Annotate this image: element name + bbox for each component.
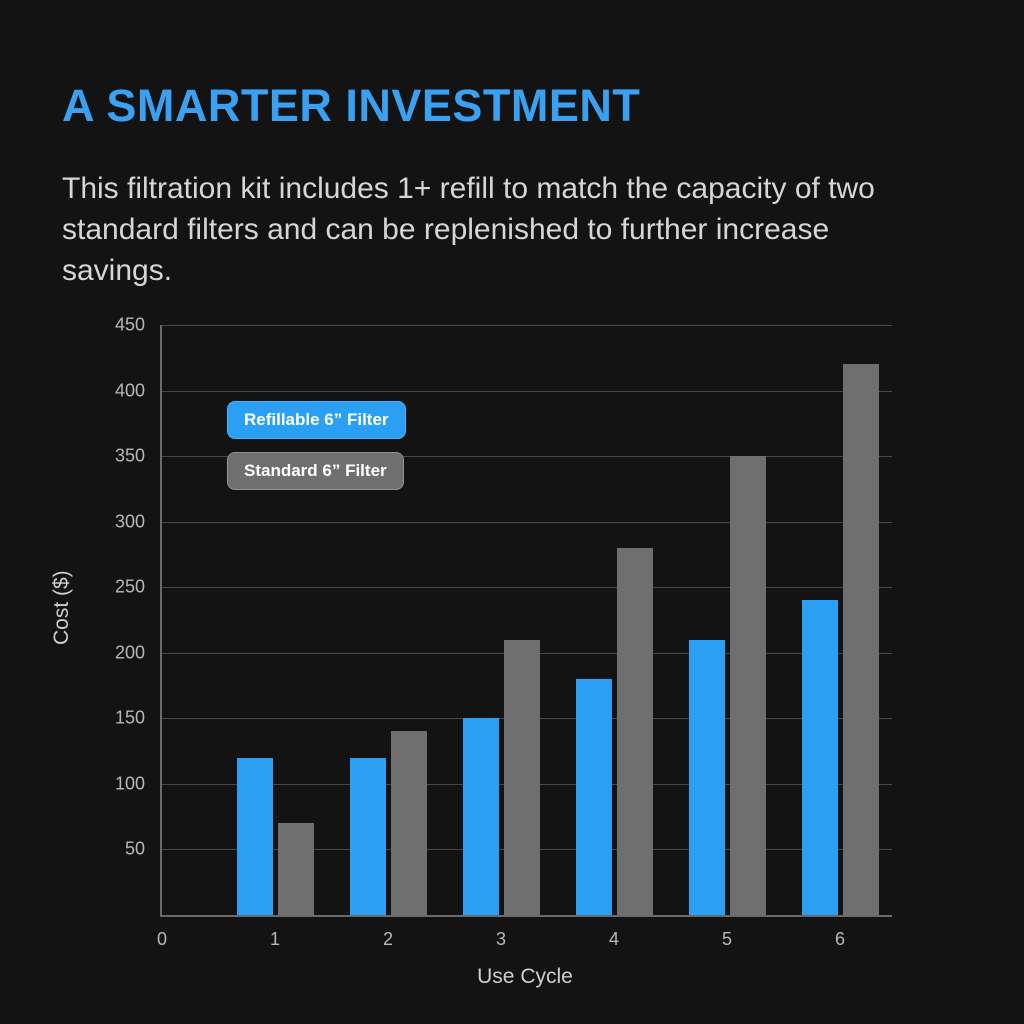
bar-standard-cycle-2 (390, 731, 427, 915)
bar-standard-cycle-1 (277, 823, 314, 915)
bar-standard-cycle-6 (842, 364, 879, 915)
y-tick-label: 300 (114, 511, 145, 532)
y-tick-label: 350 (114, 445, 145, 466)
y-tick-label: 450 (114, 314, 145, 335)
x-tick-label: 5 (721, 929, 733, 949)
gridline (162, 587, 892, 589)
y-tick-label: 100 (114, 773, 145, 794)
bar-refillable-cycle-2 (349, 757, 386, 915)
legend-refillable-filter: Refillable 6” Filter (227, 401, 406, 439)
cost-comparison-chart: Cost ($) Refillable 6” Filter Standard 6… (0, 315, 1024, 1015)
legend-standard-filter: Standard 6” Filter (227, 452, 404, 490)
gridline (162, 456, 892, 458)
x-axis-label: Use Cycle (477, 965, 573, 988)
y-tick-label: 50 (124, 838, 145, 859)
x-tick-label: 0 (156, 929, 168, 949)
bar-standard-cycle-4 (616, 547, 653, 915)
y-tick-label: 200 (114, 642, 145, 663)
x-tick-label: 4 (608, 929, 620, 949)
chart-legend: Refillable 6” Filter Standard 6” Filter (227, 401, 406, 490)
y-axis-label: Cost ($) (50, 570, 73, 645)
bar-standard-cycle-3 (503, 639, 540, 915)
plot-area: Refillable 6” Filter Standard 6” Filter … (115, 315, 892, 949)
x-tick-label: 6 (834, 929, 846, 949)
bar-refillable-cycle-6 (801, 600, 838, 915)
gridline (162, 390, 892, 392)
bar-refillable-cycle-4 (575, 679, 612, 915)
bar-refillable-cycle-3 (462, 718, 499, 915)
bar-refillable-cycle-5 (688, 639, 725, 915)
y-tick-label: 250 (114, 576, 145, 597)
bar-standard-cycle-5 (729, 456, 766, 915)
x-tick-label: 1 (269, 929, 281, 949)
y-tick-label: 150 (114, 707, 145, 728)
gridline (162, 325, 892, 326)
y-tick-label: 400 (114, 380, 145, 401)
x-tick-label: 3 (495, 929, 507, 949)
x-tick-label: 2 (382, 929, 394, 949)
page-description: This filtration kit includes 1+ refill t… (62, 172, 875, 288)
bar-refillable-cycle-1 (236, 757, 273, 915)
gridline (162, 521, 892, 523)
page-title: A SMARTER INVESTMENT (62, 80, 641, 131)
